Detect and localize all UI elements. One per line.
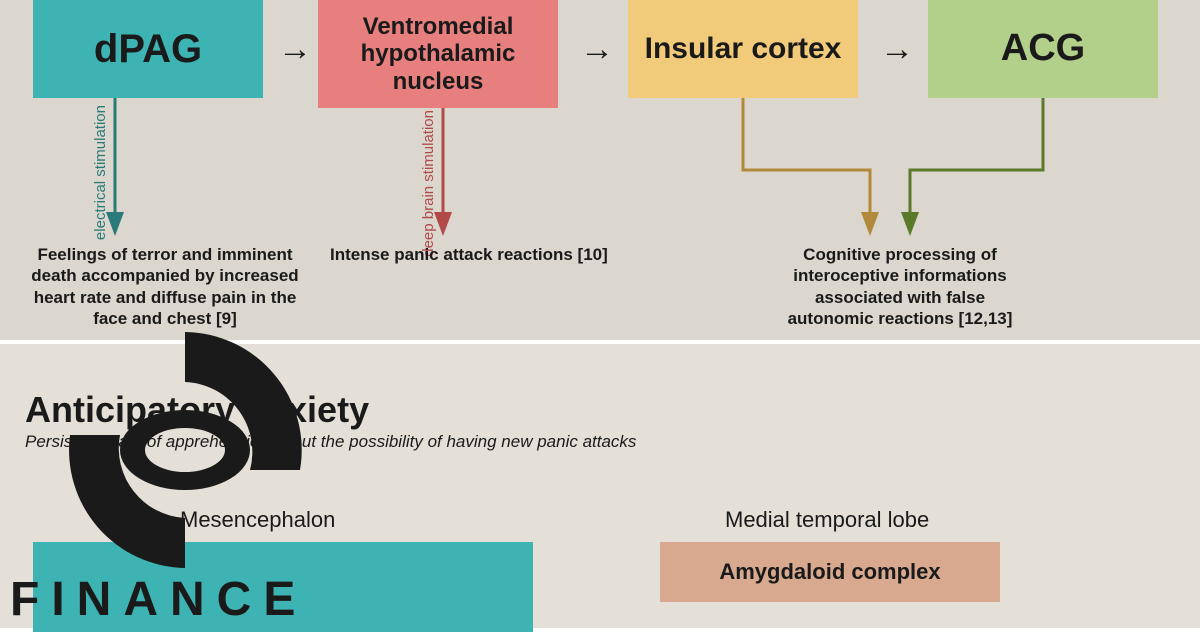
node-insular-label: Insular cortex — [645, 32, 842, 67]
arrow-1: → — [278, 30, 312, 69]
label-deep-brain-stimulation: deep brain stimulation — [421, 110, 438, 257]
node-insular: Insular cortex — [628, 0, 858, 98]
watermark-logo: FINANCE — [10, 320, 370, 620]
arrow-3: → — [880, 30, 914, 69]
desc-merge: Cognitive processing of interoceptive in… — [770, 244, 1030, 329]
box-amygdala: Amygdaloid complex — [660, 542, 1000, 602]
logo-text: FINANCE — [10, 572, 307, 627]
arrow-2: → — [580, 30, 614, 69]
box-amygdala-label: Amygdaloid complex — [719, 559, 940, 584]
node-dpag-label: dPAG — [94, 26, 202, 72]
node-vmh: Ventromedial hypothalamic nucleus — [318, 0, 558, 108]
node-acg-label: ACG — [1001, 27, 1085, 71]
desc-dpag: Feelings of terror and imminent death ac… — [20, 244, 310, 329]
label-electrical-stimulation: electrical stimulation — [93, 105, 110, 240]
desc-vmh: Intense panic attack reactions [10] — [330, 244, 610, 265]
node-vmh-label: Ventromedial hypothalamic nucleus — [326, 13, 550, 96]
top-panel: dPAG Ventromedial hypothalamic nucleus I… — [0, 0, 1200, 340]
swirl-icon — [50, 320, 320, 580]
label-mtl: Medial temporal lobe — [725, 507, 929, 533]
node-dpag: dPAG — [33, 0, 263, 98]
node-acg: ACG — [928, 0, 1158, 98]
